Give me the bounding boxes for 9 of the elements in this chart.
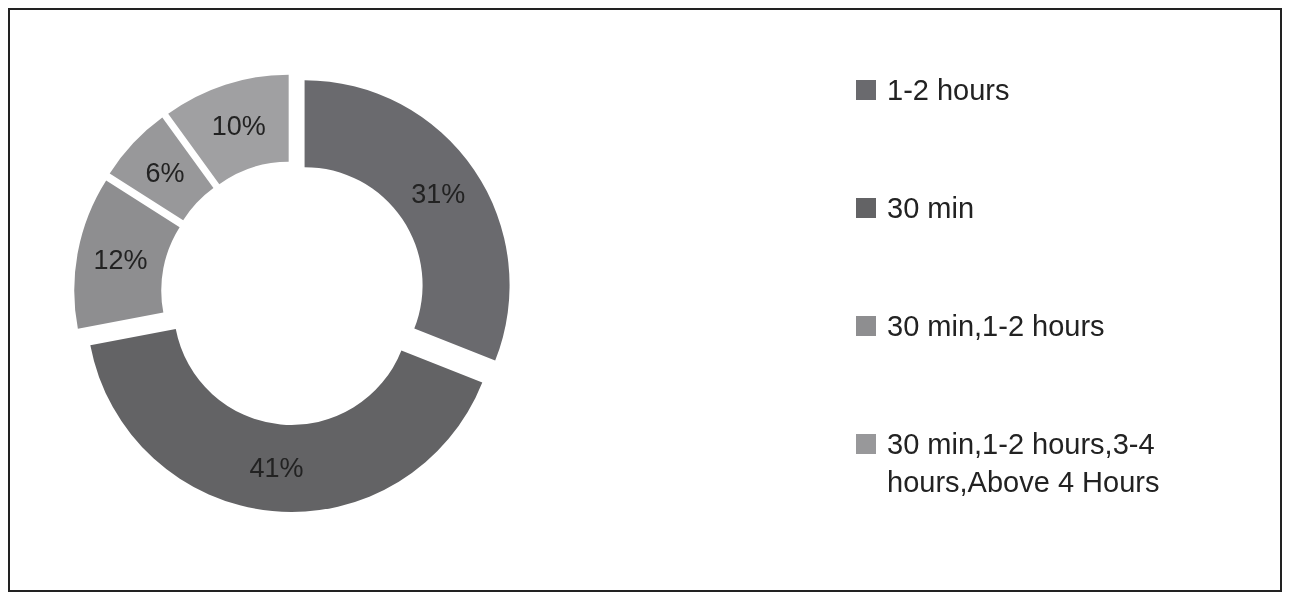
- data-label: 12%: [93, 245, 148, 276]
- legend-label: 1-2 hours: [887, 74, 1010, 106]
- data-label: 6%: [145, 157, 185, 188]
- data-label: 31%: [411, 179, 466, 210]
- legend-label: 30 min,1-2 hours: [887, 310, 1105, 342]
- data-label: 10%: [211, 111, 266, 142]
- data-label: 41%: [249, 452, 304, 483]
- legend-label: 30 min,1-2 hours,3-4 hours,Above 4 Hours: [887, 428, 1160, 498]
- legend-label: 30 min: [887, 192, 975, 224]
